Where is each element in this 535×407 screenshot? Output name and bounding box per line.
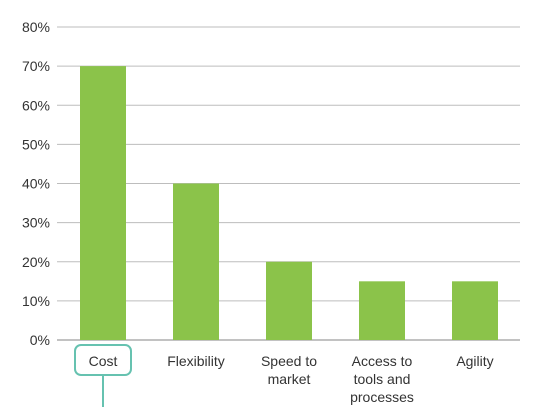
x-category-label: Cost <box>89 353 118 369</box>
y-tick-label: 10% <box>22 293 50 309</box>
bar-flexibility <box>173 183 219 340</box>
x-category-label-line: market <box>268 371 311 387</box>
x-category-label: Flexibility <box>167 353 225 369</box>
x-category-label-line: Cost <box>89 353 118 369</box>
y-axis-tick-labels: 0% 10% 20% 30% 40% 50% 60% 70% 80% <box>22 19 50 348</box>
x-axis-category-labels: Cost Flexibility Speed to market Access to to… <box>89 353 494 405</box>
bar-access-to-tools-and-processes <box>359 281 405 340</box>
bar-speed-to-market <box>266 261 312 340</box>
x-category-label-line: Flexibility <box>167 353 225 369</box>
x-category-label-line: Agility <box>456 353 493 369</box>
bar-agility <box>452 281 498 340</box>
bar-cost <box>80 66 126 340</box>
y-tick-label: 20% <box>22 254 50 270</box>
y-tick-label: 40% <box>22 176 50 192</box>
x-category-label-line: Access to <box>352 353 413 369</box>
x-category-label-line: tools and <box>354 371 411 387</box>
bars <box>80 66 498 340</box>
y-tick-label: 60% <box>22 97 50 113</box>
y-tick-label: 0% <box>30 332 50 348</box>
x-category-label-line: processes <box>350 389 414 405</box>
x-category-label: Access to tools and processes <box>350 353 414 405</box>
y-tick-label: 70% <box>22 58 50 74</box>
grid-lines <box>57 26 520 341</box>
y-tick-label: 80% <box>22 19 50 35</box>
y-tick-label: 30% <box>22 215 50 231</box>
category-highlight <box>74 344 132 407</box>
x-category-label: Speed to market <box>261 353 317 387</box>
y-tick-label: 50% <box>22 136 50 152</box>
x-category-label-line: Speed to <box>261 353 317 369</box>
x-category-label: Agility <box>456 353 493 369</box>
